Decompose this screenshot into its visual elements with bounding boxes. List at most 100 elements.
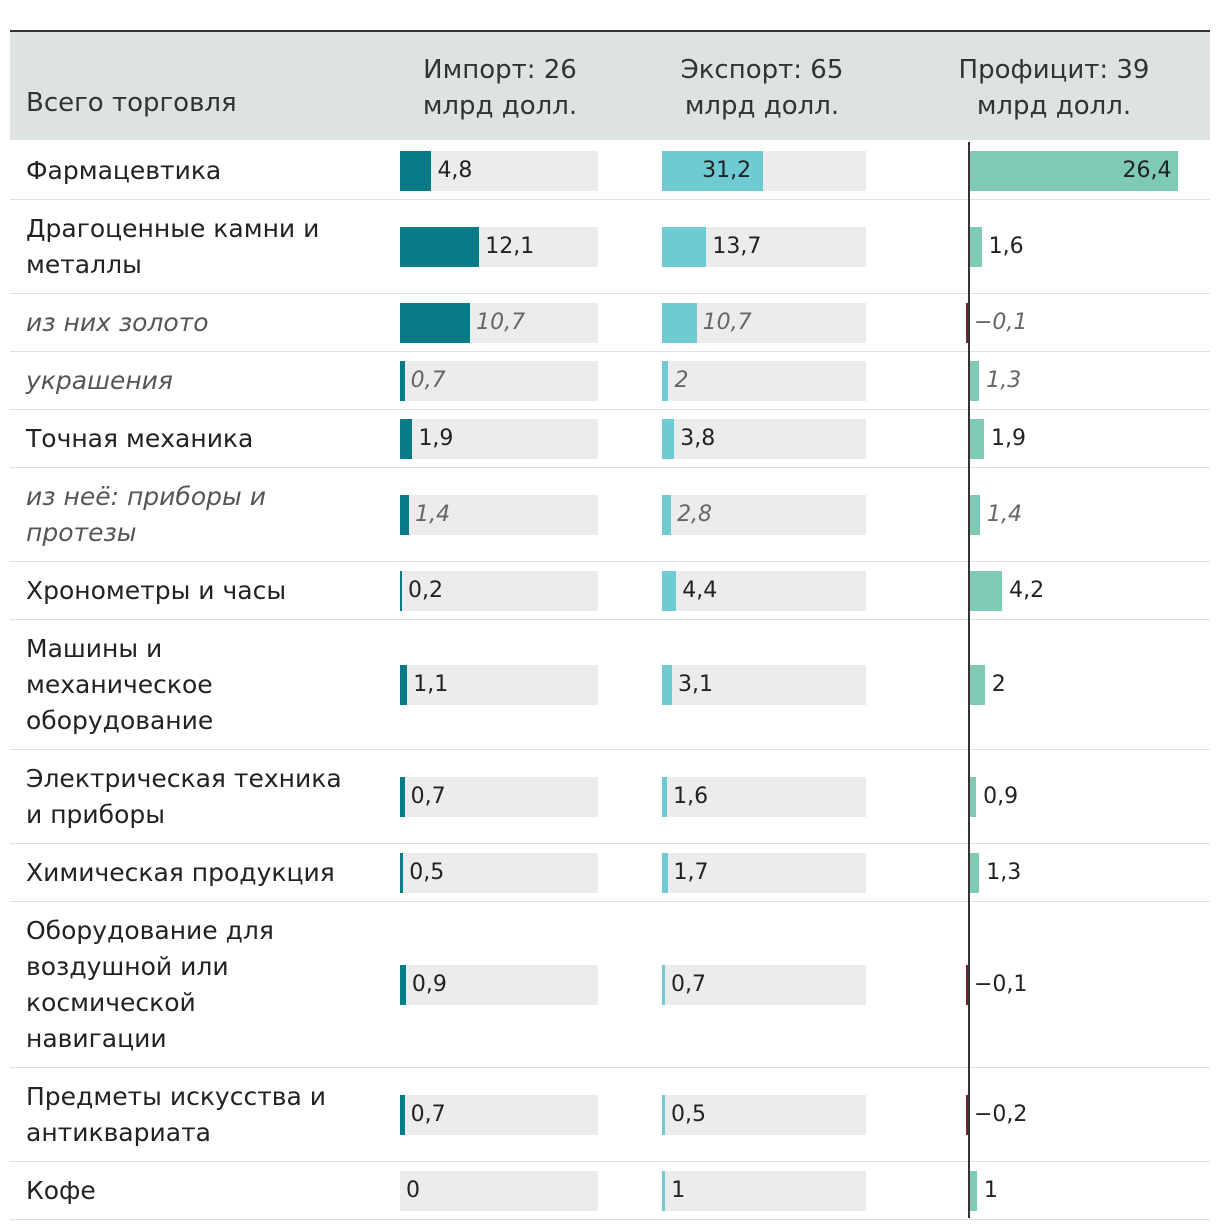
- table-header: Всего торговля Импорт: 26 млрд долл. Экс…: [10, 32, 1210, 140]
- export-track: 0,7: [662, 965, 866, 1005]
- row-label-line: из неё: приборы и: [26, 482, 266, 511]
- export-bar: [662, 1095, 665, 1135]
- table-row: из них золото 10,7 10,7 −0,1: [10, 294, 1210, 352]
- row-label: Химическая продукция: [26, 855, 335, 891]
- table-row: Кофе 0 1 1: [10, 1162, 1210, 1220]
- table-row: украшения 0,7 2 1,3: [10, 352, 1210, 410]
- surplus-bar: [969, 151, 1178, 191]
- import-track: 1,4: [400, 495, 598, 535]
- import-value: 0,9: [411, 972, 447, 997]
- surplus-bar: [966, 303, 969, 343]
- export-value: 1,7: [673, 860, 709, 885]
- row-label-line: Машины и: [26, 634, 163, 663]
- import-value: 10,7: [476, 310, 526, 335]
- export-bar: [662, 965, 665, 1005]
- surplus-bar: [969, 777, 977, 817]
- row-label: Хронометры и часы: [26, 573, 286, 609]
- export-track: 2: [662, 361, 866, 401]
- export-bar: [662, 853, 668, 893]
- surplus-bar: [969, 419, 984, 459]
- row-label-line: Фармацевтика: [26, 156, 222, 185]
- surplus-bar: [969, 1171, 977, 1211]
- import-value: 0,7: [410, 784, 446, 809]
- export-value: 31,2: [702, 158, 752, 183]
- row-label-line: Хронометры и часы: [26, 576, 287, 605]
- export-bar: [662, 665, 673, 705]
- import-bar: [400, 777, 405, 817]
- row-label-line: оборудование: [26, 706, 214, 735]
- export-bar: [662, 419, 675, 459]
- row-label: из неё: приборы и протезы: [26, 479, 266, 551]
- header-import: Импорт: 26 млрд долл.: [400, 52, 600, 124]
- import-value: 12,1: [485, 234, 535, 259]
- import-value: 1,9: [418, 426, 454, 451]
- row-label: Драгоценные камни и металлы: [26, 211, 319, 283]
- import-value: 0,2: [408, 578, 443, 603]
- header-import-line1: Импорт: 26: [423, 55, 577, 85]
- row-label: Оборудование для воздушной или космической…: [26, 913, 274, 1057]
- import-track: 0,7: [400, 1095, 598, 1135]
- export-track: 4,4: [662, 571, 866, 611]
- export-value: 4,4: [682, 578, 718, 603]
- export-value: 1,6: [673, 784, 709, 809]
- row-label-line: Электрическая техника: [26, 764, 342, 793]
- export-bar: [662, 495, 672, 535]
- row-label-line: Химическая продукция: [26, 858, 335, 887]
- surplus-bar: [966, 965, 969, 1005]
- export-value: 3,8: [680, 426, 716, 451]
- row-divider: [10, 561, 1210, 562]
- row-divider: [10, 619, 1210, 620]
- import-value: 0,7: [410, 368, 446, 393]
- row-divider: [10, 843, 1210, 844]
- export-track: 10,7: [662, 303, 866, 343]
- import-track: 10,7: [400, 303, 598, 343]
- header-surplus: Профицит: 39 млрд долл.: [944, 52, 1164, 124]
- row-label: украшения: [26, 363, 173, 399]
- row-label-line: и приборы: [26, 800, 165, 829]
- import-bar: [400, 571, 402, 611]
- import-track: 0,7: [400, 777, 598, 817]
- row-label: Фармацевтика: [26, 153, 221, 189]
- import-value: 0: [406, 1178, 420, 1203]
- row-divider: [10, 467, 1210, 468]
- export-track: 3,1: [662, 665, 866, 705]
- import-bar: [400, 227, 480, 267]
- export-value: 10,7: [702, 310, 752, 335]
- table-row: Точная механика 1,9 3,8 1,9: [10, 410, 1210, 468]
- surplus-bar: [969, 361, 980, 401]
- row-label-line: Предметы искусства и: [26, 1082, 327, 1111]
- export-bar: [662, 571, 677, 611]
- export-track: 0,5: [662, 1095, 866, 1135]
- import-value: 4,8: [437, 158, 473, 183]
- row-label-line: навигации: [26, 1024, 167, 1053]
- row-divider: [10, 351, 1210, 352]
- row-divider: [10, 199, 1210, 200]
- table-row: из неё: приборы и протезы 1,4 2,8 1,4: [10, 468, 1210, 562]
- import-value: 1,4: [415, 502, 451, 527]
- import-bar: [400, 1095, 405, 1135]
- header-import-line2: млрд долл.: [422, 91, 578, 121]
- export-value: 0,5: [671, 1102, 706, 1127]
- table-row: Предметы искусства и антиквариата 0,7 0,5 −0…: [10, 1068, 1210, 1162]
- surplus-value: 1,9: [991, 426, 1026, 451]
- row-label-line: Оборудование для: [26, 916, 274, 945]
- surplus-bar: [966, 1095, 969, 1135]
- import-bar: [400, 853, 404, 893]
- row-label-line: воздушной или: [26, 952, 229, 981]
- import-bar: [400, 665, 408, 705]
- surplus-value: 26,4: [1122, 158, 1172, 183]
- row-label-line: украшения: [26, 366, 173, 395]
- import-track: 0: [400, 1171, 598, 1211]
- export-track: 1: [662, 1171, 866, 1211]
- export-track: 1,6: [662, 777, 866, 817]
- surplus-value: 1,3: [986, 860, 1022, 885]
- export-track: 2,8: [662, 495, 866, 535]
- export-bar: [662, 1171, 666, 1211]
- row-label-line: Кофе: [26, 1176, 96, 1205]
- top-rule: [10, 30, 1210, 32]
- export-track: 3,8: [662, 419, 866, 459]
- import-bar: [400, 965, 406, 1005]
- row-label-line: космической: [26, 988, 196, 1017]
- import-value: 0,7: [410, 1102, 446, 1127]
- row-label-line: антиквариата: [26, 1118, 211, 1147]
